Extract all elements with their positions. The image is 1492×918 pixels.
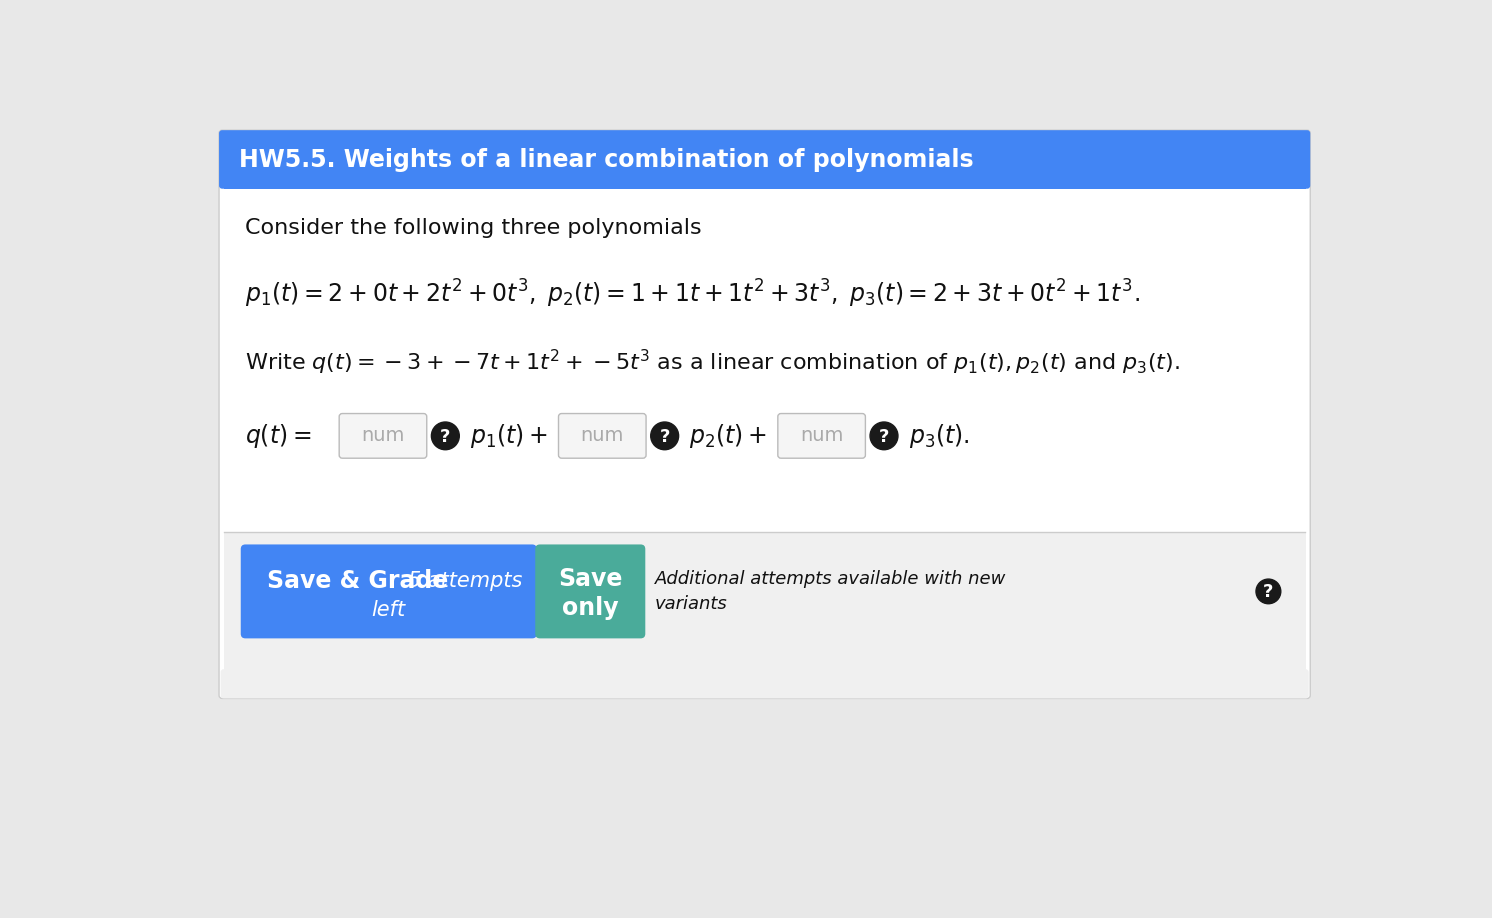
- Text: $p_1(t)+$: $p_1(t)+$: [470, 422, 548, 450]
- Circle shape: [431, 422, 460, 450]
- Text: ?: ?: [1264, 583, 1274, 601]
- FancyBboxPatch shape: [219, 130, 1310, 189]
- FancyBboxPatch shape: [219, 130, 1310, 699]
- Circle shape: [1256, 579, 1280, 604]
- Text: Save & Grade: Save & Grade: [267, 569, 449, 593]
- Text: Write $q(t) = -3 + -7t + 1t^2 + -5t^3$ as a linear combination of $p_1(t), p_2(t: Write $q(t) = -3 + -7t + 1t^2 + -5t^3$ a…: [245, 348, 1180, 377]
- Text: ?: ?: [440, 428, 451, 445]
- FancyBboxPatch shape: [777, 413, 865, 458]
- FancyBboxPatch shape: [221, 669, 1308, 699]
- FancyBboxPatch shape: [339, 413, 427, 458]
- Text: $q(t) =$: $q(t) =$: [245, 422, 312, 450]
- Text: ?: ?: [879, 428, 889, 445]
- Text: $p_1(t) = 2 + 0t + 2t^2 + 0t^3, \; p_2(t) = 1 + 1t + 1t^2 + 3t^3, \; p_3(t) = 2 : $p_1(t) = 2 + 0t + 2t^2 + 0t^3, \; p_2(t…: [245, 277, 1140, 309]
- Text: variants: variants: [655, 595, 728, 613]
- Text: ?: ?: [659, 428, 670, 445]
- Text: Additional attempts available with new: Additional attempts available with new: [655, 570, 1006, 588]
- Circle shape: [651, 422, 679, 450]
- Text: $p_2(t)+$: $p_2(t)+$: [689, 422, 767, 450]
- FancyBboxPatch shape: [558, 413, 646, 458]
- Text: num: num: [800, 426, 843, 445]
- Text: num: num: [580, 426, 624, 445]
- FancyBboxPatch shape: [536, 544, 646, 638]
- Text: Save: Save: [558, 566, 622, 590]
- Text: num: num: [361, 426, 404, 445]
- FancyBboxPatch shape: [224, 532, 1306, 692]
- FancyBboxPatch shape: [224, 178, 1306, 189]
- Text: 5 attempts: 5 attempts: [409, 571, 522, 591]
- Text: Consider the following three polynomials: Consider the following three polynomials: [245, 218, 703, 238]
- FancyBboxPatch shape: [240, 544, 537, 638]
- Circle shape: [870, 422, 898, 450]
- Text: HW5.5. Weights of a linear combination of polynomials: HW5.5. Weights of a linear combination o…: [239, 148, 974, 173]
- Text: left: left: [372, 600, 406, 620]
- Text: $p_3(t).$: $p_3(t).$: [909, 422, 970, 450]
- Text: only: only: [562, 597, 619, 621]
